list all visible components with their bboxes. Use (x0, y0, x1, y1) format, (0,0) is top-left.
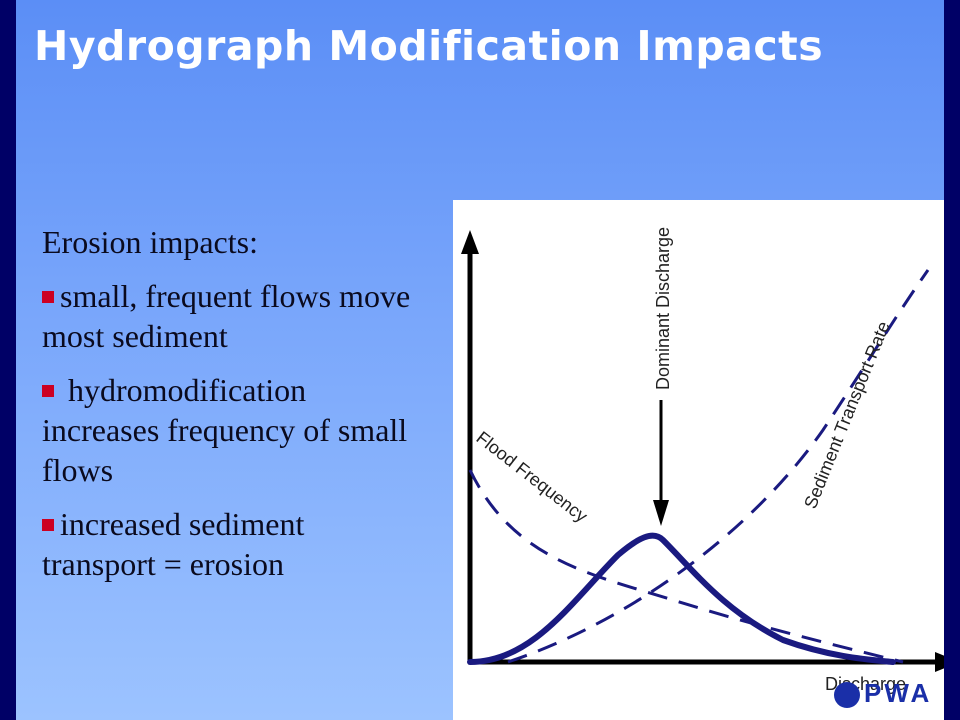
dominant-discharge-label: Dominant Discharge (653, 227, 673, 390)
flood-frequency-curve (468, 469, 904, 664)
logo-text: PWA (864, 678, 933, 708)
dominant-discharge-diagram: Dominant Discharge Sediment Transport Ra… (453, 200, 944, 720)
bullet-text: hydromodification increases frequency of… (42, 372, 416, 488)
erosion-heading: Erosion impacts: (42, 224, 258, 260)
erosion-text-block: Erosion impacts: small, frequent flows m… (42, 222, 412, 598)
slide: Hydrograph Modification Impacts Erosion … (16, 0, 944, 720)
slide-title: Hydrograph Modification Impacts (34, 22, 824, 70)
sediment-transport-curve (507, 269, 930, 664)
effective-work-curve (467, 532, 896, 665)
bullet-text: increased sediment transport = erosion (42, 506, 305, 582)
diagram-canvas: Dominant Discharge Sediment Transport Ra… (461, 227, 944, 694)
pwa-logo: PWA (834, 678, 944, 710)
sediment-transport-label: Sediment Transport Rate (800, 318, 894, 511)
y-axis-arrow-icon (461, 230, 479, 254)
x-axis-arrow-icon (935, 652, 944, 672)
bullet-text: small, frequent flows move most sediment (42, 278, 411, 354)
square-bullet-icon (42, 291, 54, 303)
bullet-item: small, frequent flows move most sediment (42, 276, 412, 356)
logo-circle-icon (834, 682, 860, 708)
bullet-item: hydromodification increases frequency of… (42, 370, 412, 490)
flood-frequency-label: Flood Frequency (473, 427, 592, 526)
bullet-item: increased sediment transport = erosion (42, 504, 412, 584)
square-bullet-icon (42, 519, 54, 531)
square-bullet-icon (42, 385, 54, 397)
down-arrow-icon (653, 500, 669, 526)
